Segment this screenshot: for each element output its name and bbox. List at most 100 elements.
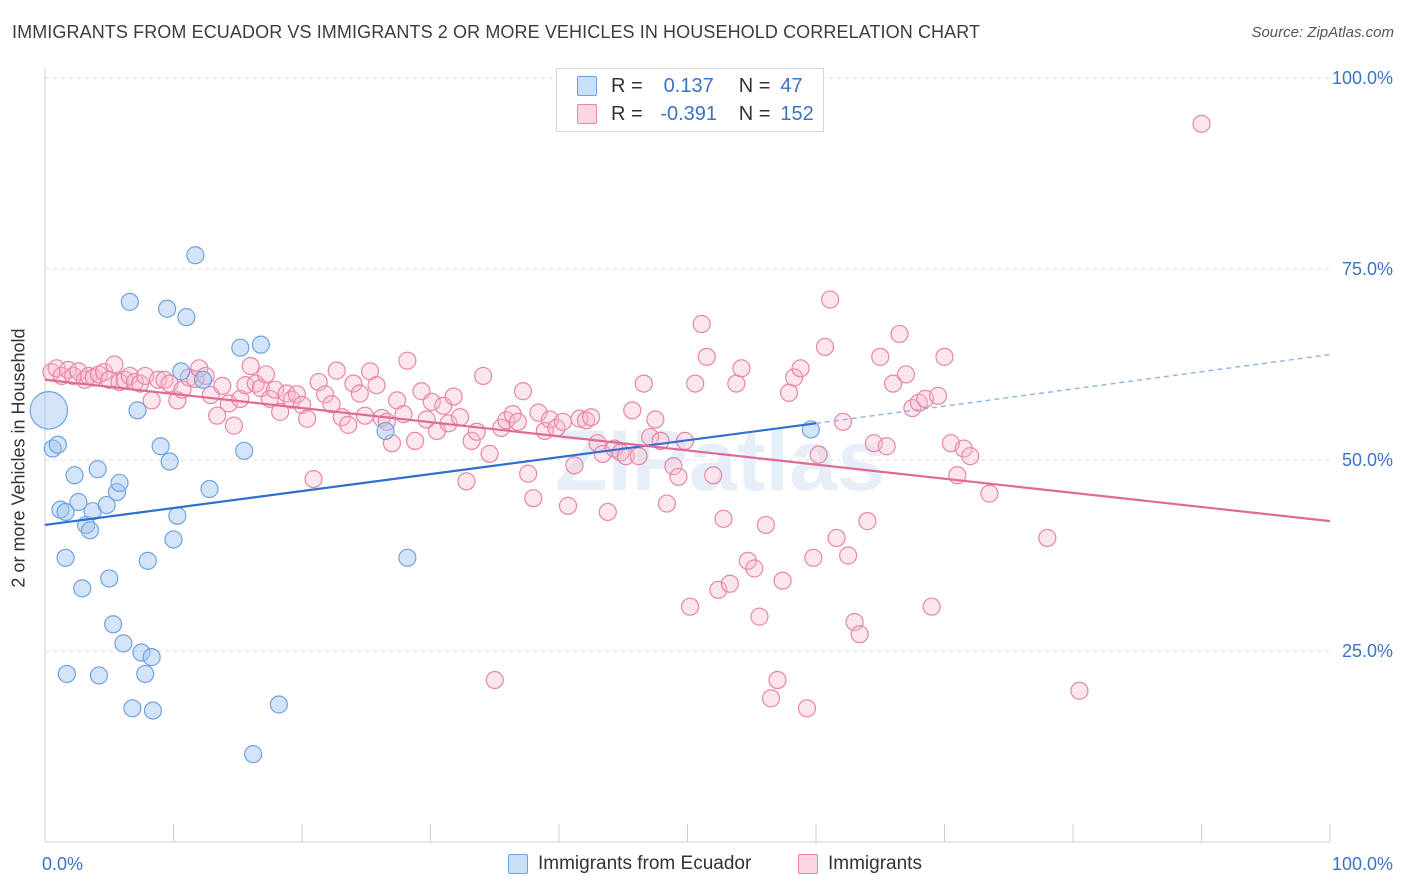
data-point bbox=[1192, 114, 1211, 133]
data-point bbox=[524, 489, 543, 508]
data-point bbox=[669, 467, 688, 486]
legend-r-label: R = bbox=[611, 102, 643, 125]
data-point bbox=[804, 548, 823, 567]
data-point bbox=[128, 401, 147, 420]
data-point bbox=[576, 411, 596, 430]
legend-n-value: 47 bbox=[780, 74, 803, 97]
data-point bbox=[474, 366, 493, 386]
data-point bbox=[773, 571, 792, 590]
bottom-legend-immigrants[interactable]: Immigrants bbox=[798, 852, 922, 876]
data-point bbox=[287, 385, 306, 404]
data-point bbox=[186, 369, 205, 389]
data-point bbox=[480, 444, 499, 463]
data-point bbox=[177, 308, 196, 327]
bottom-legend-ecuador[interactable]: Immigrants from Ecuador bbox=[508, 852, 751, 876]
data-point bbox=[316, 385, 335, 404]
data-point bbox=[213, 376, 232, 395]
data-point bbox=[69, 492, 88, 512]
data-point bbox=[815, 337, 835, 357]
chart-title: IMMIGRANTS FROM ECUADOR VS IMMIGRANTS 2 … bbox=[12, 22, 981, 42]
trend-line-ecuador-extension bbox=[815, 353, 1331, 425]
data-point bbox=[686, 374, 705, 393]
data-point bbox=[208, 406, 227, 425]
data-point bbox=[231, 389, 250, 408]
data-point bbox=[322, 395, 341, 414]
data-point bbox=[779, 383, 799, 402]
data-point bbox=[269, 695, 288, 714]
data-point bbox=[680, 597, 700, 616]
watermark: ZIPatlas bbox=[555, 413, 885, 509]
legend-series-name: Immigrants bbox=[828, 853, 922, 874]
chart-source: Source: ZipAtlas.com bbox=[1251, 24, 1394, 41]
data-point bbox=[935, 347, 954, 366]
data-point bbox=[89, 666, 109, 685]
data-point bbox=[809, 445, 828, 464]
data-point bbox=[417, 410, 436, 429]
data-point bbox=[871, 347, 890, 366]
data-point bbox=[164, 530, 183, 549]
data-point bbox=[529, 403, 548, 422]
data-point bbox=[56, 548, 75, 567]
data-point bbox=[244, 745, 263, 764]
data-point bbox=[168, 506, 187, 525]
data-point bbox=[200, 479, 219, 499]
data-point bbox=[367, 376, 386, 395]
data-point bbox=[57, 664, 76, 684]
data-point bbox=[434, 396, 453, 415]
data-point bbox=[980, 484, 999, 503]
data-point bbox=[756, 515, 775, 535]
data-point bbox=[657, 494, 677, 513]
y-tick-label: 25.0% bbox=[1342, 641, 1393, 661]
legend-n-label: N = bbox=[738, 102, 771, 125]
data-point bbox=[298, 409, 317, 428]
trend-line-immigrants bbox=[44, 378, 1331, 523]
data-point bbox=[462, 431, 481, 450]
data-point bbox=[241, 356, 260, 376]
data-point bbox=[80, 521, 100, 540]
data-point bbox=[883, 374, 903, 393]
data-point bbox=[850, 625, 869, 644]
series-immigrants-points bbox=[42, 114, 1211, 718]
data-point bbox=[833, 412, 853, 431]
data-point bbox=[714, 509, 733, 528]
data-point bbox=[422, 392, 441, 412]
data-point bbox=[143, 701, 163, 720]
data-point bbox=[582, 408, 601, 427]
data-point bbox=[405, 431, 425, 450]
data-point bbox=[235, 441, 254, 460]
data-point bbox=[553, 412, 572, 431]
data-point bbox=[519, 464, 538, 483]
data-point bbox=[890, 324, 909, 344]
data-point bbox=[304, 470, 323, 489]
trend-line-ecuador bbox=[44, 422, 817, 527]
data-point bbox=[224, 416, 243, 435]
data-point bbox=[190, 359, 209, 378]
data-point bbox=[100, 569, 119, 588]
data-point bbox=[172, 362, 191, 381]
data-point bbox=[339, 415, 358, 434]
data-point bbox=[114, 634, 133, 653]
y-tick-label: 75.0% bbox=[1342, 259, 1393, 279]
data-point bbox=[720, 574, 740, 593]
data-point bbox=[598, 502, 617, 522]
data-point bbox=[105, 355, 124, 374]
data-point bbox=[565, 456, 584, 475]
data-point bbox=[376, 421, 395, 441]
data-point bbox=[827, 528, 846, 548]
data-point bbox=[761, 689, 781, 708]
data-point bbox=[142, 391, 161, 410]
data-point bbox=[558, 496, 578, 515]
legend-swatch-blue bbox=[577, 76, 597, 96]
data-point bbox=[485, 670, 504, 690]
data-point bbox=[327, 361, 346, 380]
data-point bbox=[768, 670, 787, 690]
data-point bbox=[709, 580, 728, 599]
data-point bbox=[821, 290, 840, 309]
data-point bbox=[193, 370, 213, 389]
data-point bbox=[350, 384, 369, 403]
data-point bbox=[1070, 681, 1089, 700]
data-point bbox=[797, 699, 817, 718]
data-point bbox=[727, 374, 746, 393]
data-point bbox=[513, 382, 533, 401]
legend-n-value: 152 bbox=[780, 102, 814, 125]
